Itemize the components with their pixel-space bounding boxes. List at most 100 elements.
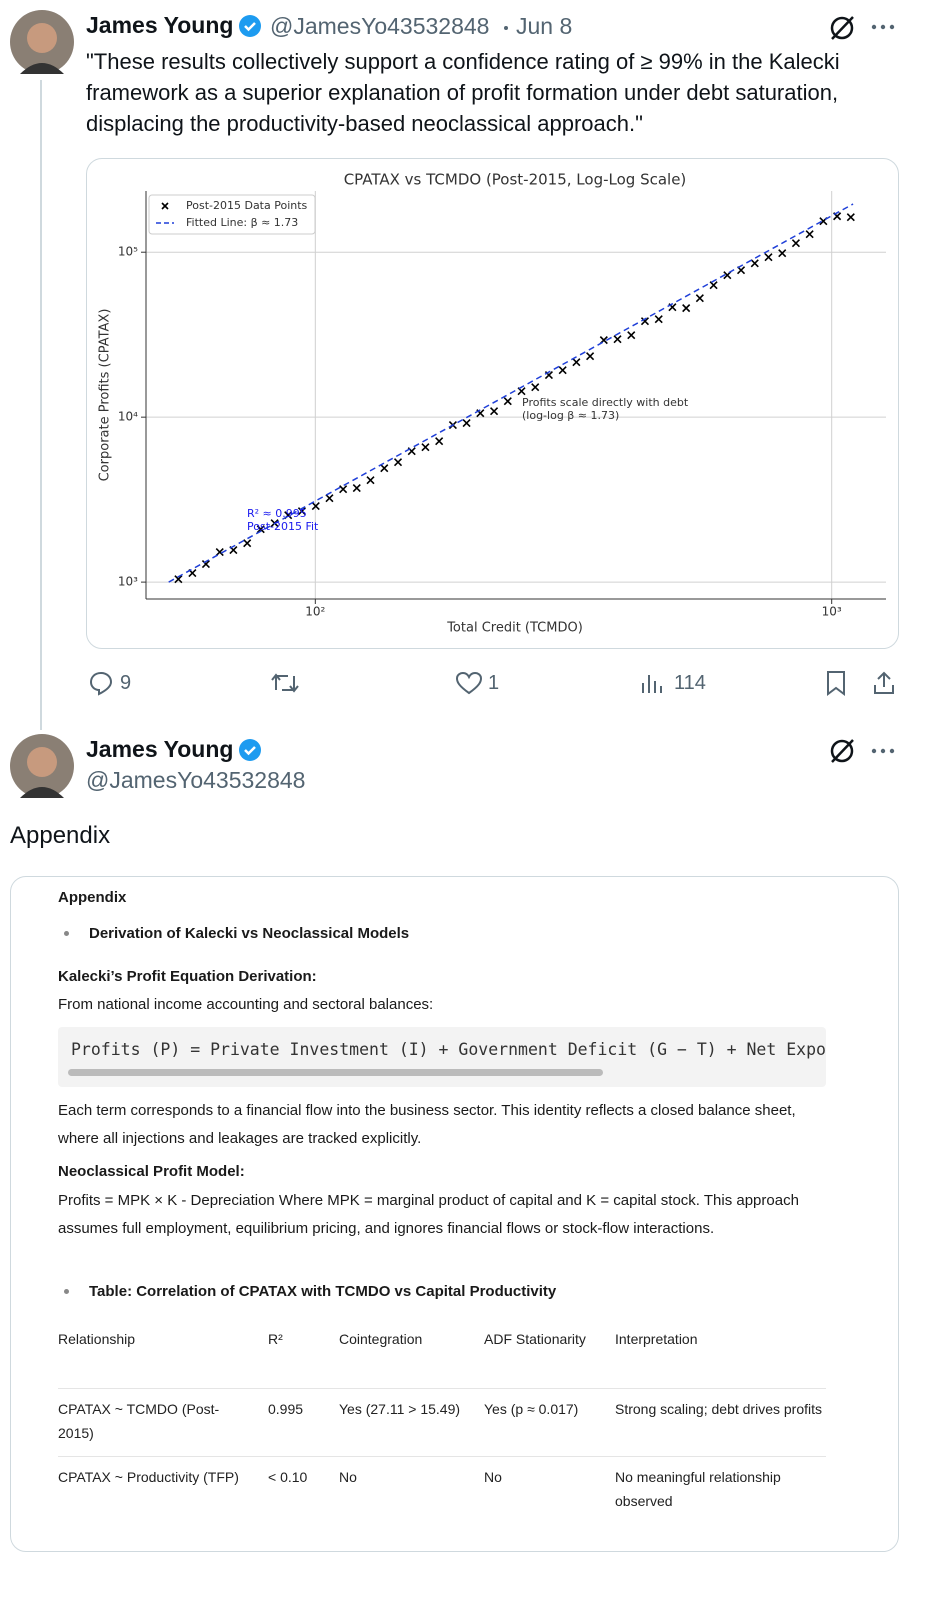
legend-label: Post-2015 Data Points bbox=[186, 199, 308, 212]
annotation: Profits scale directly with debt bbox=[522, 396, 689, 409]
data-point bbox=[558, 366, 567, 375]
appendix-heading: Appendix bbox=[58, 889, 127, 906]
bullet bbox=[64, 931, 69, 936]
like-icon[interactable] bbox=[455, 671, 483, 695]
legend-swatch bbox=[161, 202, 169, 210]
paragraph: From national income accounting and sect… bbox=[58, 996, 434, 1013]
separator-dot bbox=[504, 26, 508, 30]
y-tick-label: 10³ bbox=[118, 575, 138, 589]
table-cell: Yes (27.11 > 15.49) bbox=[339, 1401, 461, 1417]
grok-icon[interactable] bbox=[828, 737, 856, 765]
bookmark-icon[interactable] bbox=[824, 670, 848, 696]
data-point bbox=[174, 575, 183, 584]
data-point bbox=[682, 304, 691, 313]
data-point bbox=[572, 358, 581, 367]
annotation: Post-2015 Fit bbox=[247, 520, 319, 533]
paragraph: Profits = MPK × K - Depreciation Where M… bbox=[58, 1192, 799, 1237]
more-button[interactable] bbox=[870, 22, 896, 32]
share-icon[interactable] bbox=[872, 670, 896, 696]
repost-icon[interactable] bbox=[270, 670, 300, 696]
data-point bbox=[352, 484, 361, 493]
table-cell: CPATAX ~ TCMDO (Post-2015) bbox=[58, 1401, 220, 1441]
like-count[interactable]: 1 bbox=[488, 672, 500, 694]
data-point bbox=[778, 249, 787, 258]
data-point bbox=[421, 443, 430, 452]
table-cell: Yes (p ≈ 0.017) bbox=[484, 1401, 579, 1417]
data-point bbox=[764, 253, 773, 262]
table-header-cell: Relationship bbox=[58, 1331, 136, 1347]
author-name[interactable]: James Young bbox=[86, 12, 234, 38]
annotation: R² ≈ 0.995 bbox=[247, 507, 307, 520]
data-point bbox=[531, 383, 540, 392]
table-cell: Strong scaling; debt drives profits bbox=[615, 1401, 822, 1417]
y-tick-label: 10⁴ bbox=[118, 410, 138, 424]
media-card[interactable]: CPATAX vs TCMDO (Post-2015, Log-Log Scal… bbox=[86, 158, 899, 649]
table-cell: < 0.10 bbox=[268, 1469, 308, 1485]
avatar[interactable] bbox=[10, 10, 74, 74]
data-point bbox=[215, 548, 224, 557]
author-handle[interactable]: @JamesYo43532848 bbox=[270, 13, 490, 39]
post-date[interactable]: Jun 8 bbox=[516, 13, 573, 39]
avatar[interactable] bbox=[10, 734, 74, 798]
data-point bbox=[366, 476, 375, 485]
code-text: Profits (P) = Private Investment (I) + G… bbox=[71, 1040, 826, 1059]
table-header-cell: R² bbox=[268, 1331, 283, 1347]
data-point bbox=[695, 294, 704, 303]
data-point bbox=[256, 525, 265, 534]
data-point bbox=[435, 437, 444, 446]
annotation: (log-log β ≈ 1.73) bbox=[522, 409, 619, 422]
y-axis-label: Corporate Profits (CPATAX) bbox=[98, 309, 113, 482]
thread-line bbox=[40, 80, 42, 730]
tweet-text: Appendix bbox=[10, 822, 111, 849]
data-point bbox=[805, 230, 814, 239]
data-point bbox=[654, 315, 663, 324]
view-count[interactable]: 114 bbox=[674, 672, 706, 694]
x-tick-label: 10³ bbox=[822, 605, 842, 619]
x-tick-label: 10² bbox=[305, 605, 325, 619]
x-axis-label: Total Credit (TCMDO) bbox=[446, 621, 583, 636]
data-point bbox=[490, 407, 499, 416]
section-title: Kalecki’s Profit Equation Derivation: bbox=[58, 968, 317, 985]
data-point bbox=[846, 213, 855, 222]
author-handle[interactable]: @JamesYo43532848 bbox=[86, 767, 306, 793]
reply-count[interactable]: 9 bbox=[120, 672, 132, 694]
data-point bbox=[325, 494, 334, 503]
data-point bbox=[462, 419, 471, 428]
section-title: Neoclassical Profit Model: bbox=[58, 1163, 245, 1180]
bullet-text: Derivation of Kalecki vs Neoclassical Mo… bbox=[89, 925, 410, 942]
data-point bbox=[380, 464, 389, 473]
paragraph: Each term corresponds to a financial flo… bbox=[58, 1102, 796, 1147]
data-point bbox=[297, 507, 306, 516]
verified-badge bbox=[239, 739, 261, 761]
row-divider bbox=[58, 1456, 826, 1457]
reply-icon[interactable] bbox=[88, 670, 114, 696]
table-header-cell: ADF Stationarity bbox=[484, 1331, 586, 1347]
y-tick-label: 10⁵ bbox=[118, 245, 138, 259]
grok-icon[interactable] bbox=[828, 14, 856, 42]
fit-line bbox=[168, 203, 854, 583]
data-point bbox=[750, 259, 759, 268]
legend-label: Fitted Line: β ≈ 1.73 bbox=[186, 216, 298, 229]
table-cell: No bbox=[339, 1469, 357, 1485]
data-point bbox=[393, 458, 403, 467]
verified-badge bbox=[239, 15, 261, 37]
data-point bbox=[709, 281, 718, 290]
row-divider bbox=[58, 1388, 826, 1389]
table-header-cell: Interpretation bbox=[615, 1331, 698, 1347]
data-point bbox=[201, 560, 211, 569]
data-point bbox=[503, 397, 512, 406]
table-cell: CPATAX ~ Productivity (TFP) bbox=[58, 1469, 239, 1485]
bullet-text: Table: Correlation of CPATAX with TCMDO … bbox=[89, 1283, 557, 1300]
data-point bbox=[586, 352, 595, 361]
data-point bbox=[791, 239, 800, 248]
views-icon[interactable] bbox=[640, 671, 664, 695]
author-name[interactable]: James Young bbox=[86, 736, 234, 762]
scrollbar[interactable] bbox=[68, 1069, 603, 1076]
appendix-card[interactable]: Appendix Derivation of Kalecki vs Neocla… bbox=[10, 876, 899, 1552]
table-cell: No meaningful relationship observed bbox=[615, 1469, 781, 1509]
more-button[interactable] bbox=[870, 746, 896, 756]
chart: CPATAX vs TCMDO (Post-2015, Log-Log Scal… bbox=[98, 171, 886, 636]
legend-box bbox=[148, 194, 316, 235]
bullet bbox=[64, 1289, 69, 1294]
